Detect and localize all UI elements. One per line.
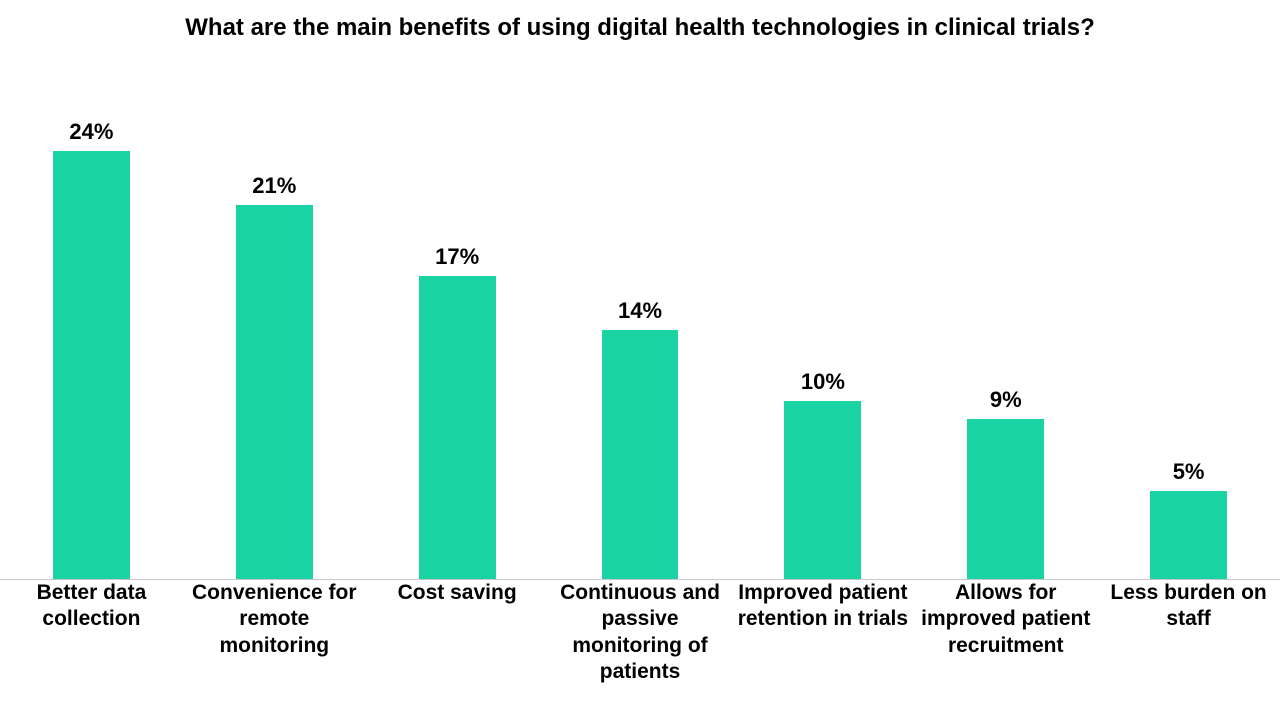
bar — [784, 401, 861, 580]
bar-value-label: 21% — [252, 173, 296, 199]
bar-column: 14% — [549, 80, 732, 580]
category-label: Better data collection — [0, 580, 183, 720]
bar-chart: What are the main benefits of using digi… — [0, 0, 1280, 720]
bar-column: 17% — [366, 80, 549, 580]
bar-value-label: 10% — [801, 369, 845, 395]
bars-container: 24% 21% 17% 14% 10% 9% 5% — [0, 80, 1280, 580]
bar-column: 10% — [731, 80, 914, 580]
bar — [236, 205, 313, 580]
category-label: Less burden on staff — [1097, 580, 1280, 720]
bar — [1150, 491, 1227, 580]
bar-value-label: 24% — [69, 119, 113, 145]
bar-value-label: 17% — [435, 244, 479, 270]
category-label: Improved patient retention in trials — [731, 580, 914, 720]
plot-area: 24% 21% 17% 14% 10% 9% 5% — [0, 80, 1280, 580]
bar — [53, 151, 130, 580]
bar-column: 24% — [0, 80, 183, 580]
category-label: Allows for improved patient recruitment — [914, 580, 1097, 720]
bar-value-label: 9% — [990, 387, 1022, 413]
bar — [602, 330, 679, 580]
category-labels: Better data collectionConvenience for re… — [0, 568, 1280, 720]
bar-value-label: 14% — [618, 298, 662, 324]
category-label: Continuous and passive monitoring of pat… — [549, 580, 732, 720]
bar-column: 5% — [1097, 80, 1280, 580]
bar — [419, 276, 496, 580]
bar-column: 21% — [183, 80, 366, 580]
bar — [967, 419, 1044, 580]
bar-column: 9% — [914, 80, 1097, 580]
chart-title: What are the main benefits of using digi… — [0, 0, 1280, 42]
bar-value-label: 5% — [1173, 459, 1205, 485]
category-label: Cost saving — [366, 580, 549, 720]
category-label: Convenience for remote monitoring — [183, 580, 366, 720]
